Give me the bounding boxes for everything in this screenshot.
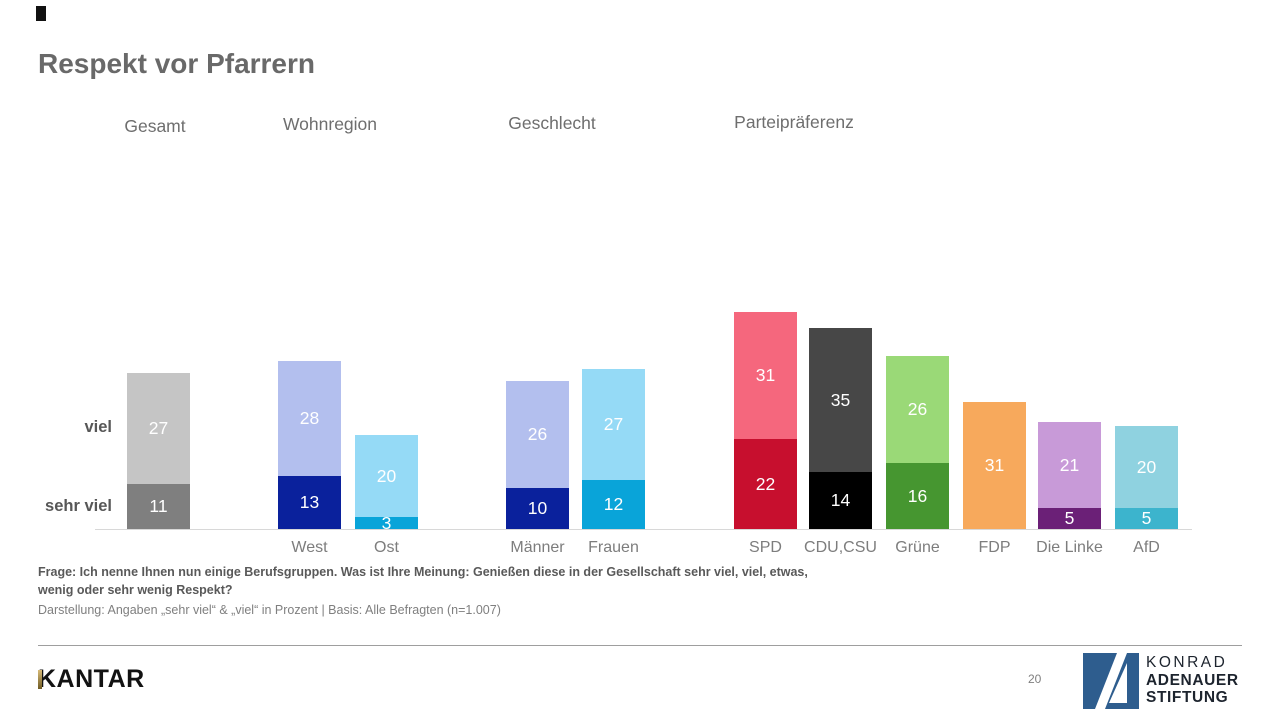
bar-segment: 22 bbox=[734, 439, 797, 529]
axis-label: sehr viel bbox=[45, 497, 112, 515]
page-number: 20 bbox=[1028, 672, 1042, 686]
bar-segment: 35 bbox=[809, 328, 872, 472]
category-label: Männer bbox=[510, 539, 565, 556]
category-label: CDU,CSU bbox=[804, 539, 877, 556]
group-header: Parteipräferenz bbox=[734, 112, 854, 132]
bar-segment: 27 bbox=[127, 373, 190, 484]
bar-segment: 13 bbox=[278, 476, 341, 529]
category-label: SPD bbox=[749, 539, 782, 556]
group-header: Wohnregion bbox=[282, 114, 378, 134]
axis-baseline bbox=[95, 529, 1192, 530]
bar-segment: 14 bbox=[809, 472, 872, 529]
footnote-source-line: Darstellung: Angaben „sehr viel“ & „viel… bbox=[38, 603, 501, 617]
kantar-wordmark: KANTAR bbox=[38, 665, 145, 693]
category-label: AfD bbox=[1133, 539, 1160, 556]
axis-label: viel bbox=[84, 418, 112, 436]
bar-segment: 10 bbox=[506, 488, 569, 529]
footnote-question-line2: wenig oder sehr wenig Respekt? bbox=[38, 583, 233, 597]
kas-line-konrad: KONRAD bbox=[1146, 654, 1228, 671]
category-label: Frauen bbox=[588, 539, 639, 556]
bar-segment: 20 bbox=[355, 435, 418, 517]
bar-segment: 5 bbox=[1115, 508, 1178, 529]
group-header: Gesamt bbox=[124, 116, 186, 136]
kas-logo: KONRAD ADENAUER STIFTUNG bbox=[1083, 653, 1239, 709]
page-title: Respekt vor Pfarrern bbox=[38, 48, 316, 79]
category-label: Die Linke bbox=[1036, 539, 1103, 556]
category-label: West bbox=[291, 539, 328, 556]
kas-wordmark: KONRAD ADENAUER STIFTUNG bbox=[1146, 653, 1239, 709]
bar-segment: 21 bbox=[1038, 422, 1101, 508]
category-label: Ost bbox=[374, 539, 399, 556]
category-label: FDP bbox=[978, 539, 1011, 556]
kas-a-icon bbox=[1083, 653, 1139, 709]
bar-segment: 28 bbox=[278, 361, 341, 476]
bar-segment: 31 bbox=[963, 402, 1026, 529]
kas-line-adenauer: ADENAUER bbox=[1146, 671, 1239, 689]
bar-segment: 16 bbox=[886, 463, 949, 529]
bar-segment: 26 bbox=[506, 381, 569, 488]
kantar-gold-bar-icon bbox=[38, 670, 42, 689]
kantar-logo: KANTAR bbox=[38, 666, 145, 692]
bar-segment: 11 bbox=[127, 484, 190, 529]
bar-segment: 27 bbox=[582, 369, 645, 480]
bar-segment: 20 bbox=[1115, 426, 1178, 508]
bar-segment: 3 bbox=[355, 513, 418, 533]
footer-divider bbox=[38, 645, 1242, 646]
slide-marker bbox=[36, 6, 46, 21]
footnote-question-line1: Frage: Ich nenne Ihnen nun einige Berufs… bbox=[38, 565, 808, 579]
bar-segment: 26 bbox=[886, 356, 949, 463]
bar-segment: 5 bbox=[1038, 508, 1101, 529]
group-header: Geschlecht bbox=[508, 113, 596, 133]
category-label: Grüne bbox=[895, 539, 940, 556]
bar-segment: 31 bbox=[734, 312, 797, 439]
bar-segment: 12 bbox=[582, 480, 645, 529]
kas-line-stiftung: STIFTUNG bbox=[1146, 689, 1229, 706]
